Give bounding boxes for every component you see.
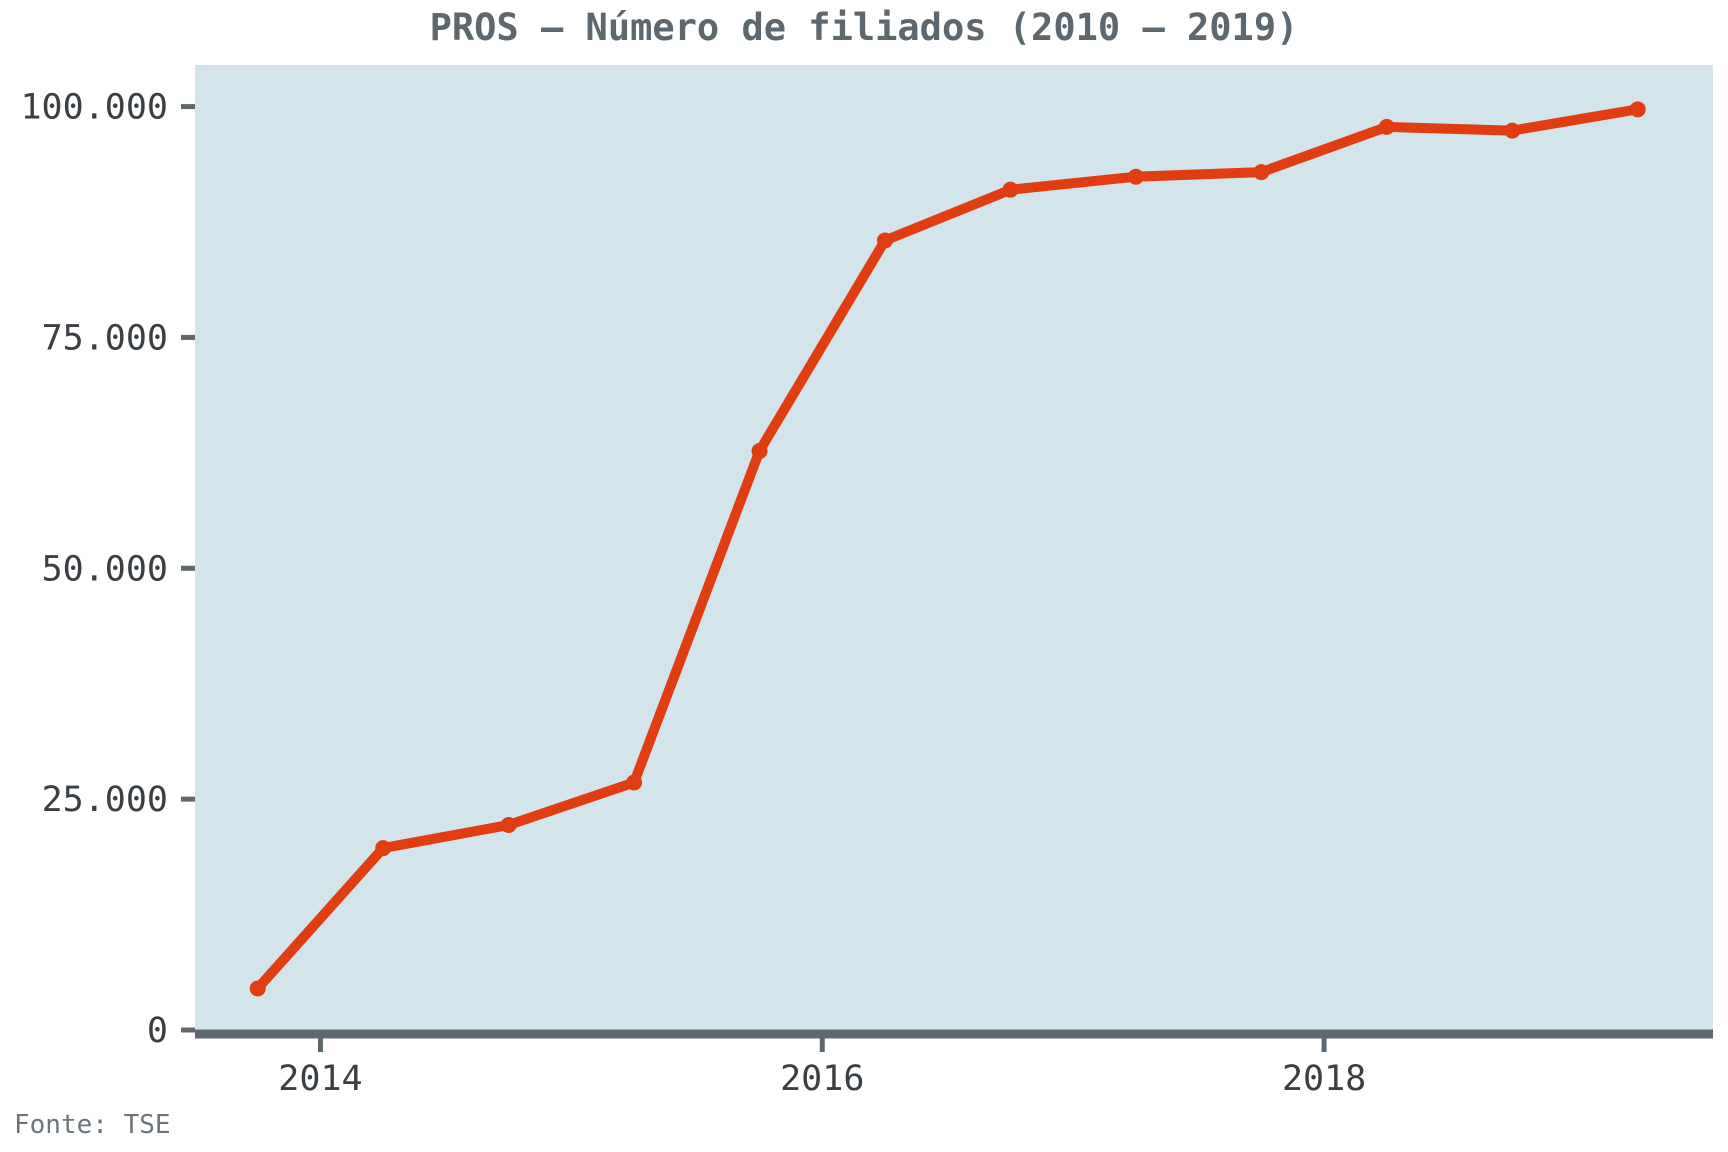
data-point (1002, 181, 1019, 198)
series-group (249, 101, 1646, 997)
data-point (1253, 164, 1270, 181)
data-point (1629, 101, 1646, 118)
data-point (1504, 122, 1521, 139)
y-tick-label: 100.000 (20, 88, 168, 128)
data-point (877, 232, 893, 249)
data-point (626, 774, 643, 791)
y-tick-label: 25.000 (42, 780, 168, 820)
y-tick-label: 75.000 (42, 318, 168, 358)
y-tick-label: 0 (147, 1011, 168, 1051)
data-point (1378, 118, 1395, 135)
plot-area (195, 65, 1713, 1030)
series-line (252, 104, 1643, 994)
x-tick-label: 2018 (1282, 1059, 1366, 1099)
x-axis: 2014 2016 2018 (195, 1029, 1713, 1099)
y-tick-label: 50.000 (42, 549, 168, 589)
data-point (500, 816, 517, 833)
data-point (249, 980, 266, 997)
data-point (375, 840, 392, 857)
x-tick-label: 2014 (278, 1059, 362, 1099)
chart-title: PROS – Número de filiados (2010 – 2019) (430, 6, 1299, 49)
source-note: Fonte: TSE (14, 1110, 171, 1140)
data-point (1127, 168, 1144, 185)
x-tick-label: 2016 (780, 1059, 864, 1099)
y-axis: 0 25.000 50.000 75.000 100.000 (20, 88, 195, 1051)
data-point (751, 443, 768, 459)
